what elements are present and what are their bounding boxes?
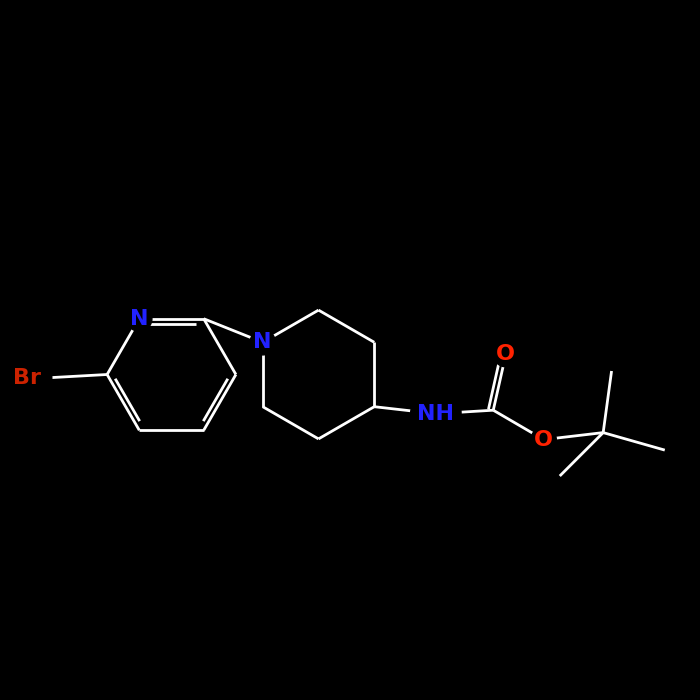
Circle shape xyxy=(1,353,52,403)
Circle shape xyxy=(411,389,461,439)
Text: O: O xyxy=(496,344,515,364)
Text: NH: NH xyxy=(417,404,454,424)
Circle shape xyxy=(250,330,275,355)
Text: N: N xyxy=(253,332,272,352)
Text: Br: Br xyxy=(13,368,41,388)
Text: N: N xyxy=(130,309,148,329)
Circle shape xyxy=(494,342,519,367)
Circle shape xyxy=(531,427,556,452)
Text: O: O xyxy=(534,430,553,449)
Circle shape xyxy=(127,306,152,331)
